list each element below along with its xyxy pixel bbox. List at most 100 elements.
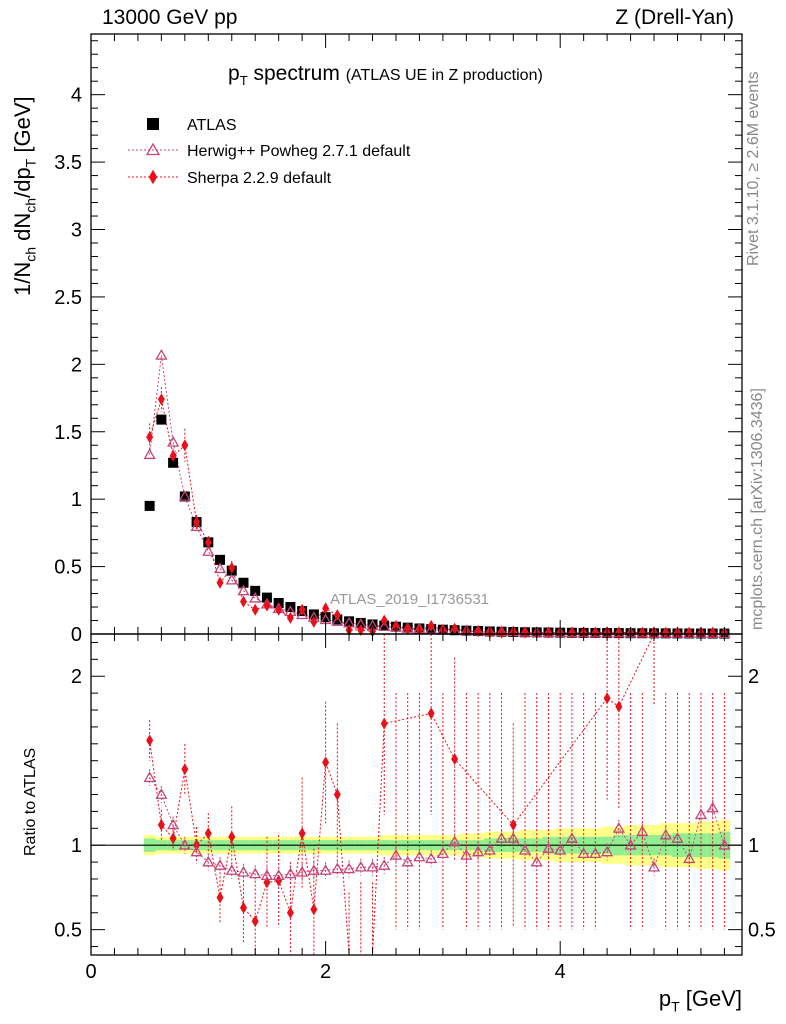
ylabel-sub1: ch xyxy=(22,246,39,262)
herwig-ratio-point xyxy=(600,845,614,857)
atlas-point xyxy=(156,414,167,425)
sherpa-point xyxy=(322,602,330,615)
herwig-ratio-point xyxy=(413,850,426,862)
x-tick-label: 4 xyxy=(555,961,566,983)
herwig-ratio-point xyxy=(354,860,367,872)
herwig-ratio-point xyxy=(483,843,496,855)
sherpa-ratio-point xyxy=(322,756,330,769)
herwig-point xyxy=(178,490,191,501)
atlas-point xyxy=(179,491,190,502)
herwig-ratio-point xyxy=(272,869,285,880)
sherpa-ratio-point xyxy=(146,734,154,747)
sherpa-ratio-point xyxy=(239,901,247,914)
ratio-y-tick-label: 2 xyxy=(71,666,82,688)
sherpa-ratio-point xyxy=(169,832,177,845)
sherpa-point xyxy=(275,603,283,616)
y-tick-label: 4 xyxy=(71,85,82,107)
sherpa-ratio-point xyxy=(427,707,435,720)
sherpa-point xyxy=(615,626,623,639)
herwig-ratio-point xyxy=(202,855,215,867)
herwig-ratio-point xyxy=(319,864,332,875)
plot-title: pT spectrum (ATLAS UE in Z production) xyxy=(228,62,543,88)
atlas-point xyxy=(238,577,249,588)
sherpa-ratio-point xyxy=(181,763,189,776)
legend: ATLAS Herwig++ Powheg 2.7.1 default Sherpa… xyxy=(128,117,411,187)
sherpa-point xyxy=(451,622,459,635)
atlas-point xyxy=(344,616,355,627)
y-tick-label: 1 xyxy=(71,489,82,511)
herwig-point xyxy=(296,608,309,620)
herwig-ratio-point xyxy=(155,788,168,799)
herwig-point xyxy=(378,620,391,632)
sherpa-point xyxy=(404,622,412,635)
ratio-y-tick-label: 0.5 xyxy=(54,920,82,942)
sherpa-ratio-point xyxy=(251,915,259,928)
sherpa-point xyxy=(392,619,400,632)
herwig-ratio-point xyxy=(378,859,391,870)
sherpa-point xyxy=(228,561,236,574)
xlabel-main: p xyxy=(658,986,672,1011)
sherpa-ratio-point xyxy=(228,830,236,843)
sherpa-ratio-point xyxy=(451,753,459,766)
atlas-point xyxy=(367,619,378,630)
herwig-point xyxy=(143,448,156,460)
herwig-ratio-point xyxy=(694,808,708,820)
herwig-ratio-point xyxy=(166,818,180,830)
sherpa-point xyxy=(310,615,318,628)
title-main: p xyxy=(228,62,240,85)
sherpa-point xyxy=(263,599,271,612)
sherpa-point xyxy=(591,626,599,639)
y-tick-label: 2.5 xyxy=(54,287,82,309)
herwig-ratio-point xyxy=(143,771,156,783)
herwig-point xyxy=(425,623,438,634)
herwig-point xyxy=(166,435,180,447)
sherpa-point xyxy=(685,626,693,639)
atlas-point xyxy=(250,585,261,596)
herwig-ratio-point xyxy=(436,847,450,859)
ratio-y-axis-label: Ratio to ATLAS xyxy=(22,747,39,856)
herwig-ratio-point xyxy=(471,845,485,857)
herwig-point xyxy=(225,573,238,585)
herwig-ratio-line xyxy=(149,777,725,877)
y-tick-label: 3 xyxy=(71,220,82,242)
sherpa-point xyxy=(498,626,506,639)
sherpa-ratio-line xyxy=(149,633,655,956)
ratio-frame xyxy=(90,633,743,956)
ylabel-unit: [GeV] xyxy=(10,96,35,159)
x-tick-label: 2 xyxy=(320,961,331,983)
sherpa-point xyxy=(193,516,201,529)
x-axis-label: pT [GeV] xyxy=(659,986,742,1014)
herwig-point xyxy=(237,584,250,596)
ratio-y-tick-label-right: 2 xyxy=(748,666,759,688)
sherpa-point xyxy=(662,626,670,639)
herwig-ratio-point xyxy=(342,862,356,874)
sherpa-point xyxy=(216,576,224,589)
sherpa-point xyxy=(427,619,435,632)
herwig-ratio-point xyxy=(425,852,438,864)
herwig-ratio-point xyxy=(249,867,262,879)
herwig-ratio-point xyxy=(507,832,520,843)
herwig-ratio-point xyxy=(659,828,672,840)
sherpa-ratio-point xyxy=(380,717,388,730)
y-tick-label: 0.5 xyxy=(54,557,82,579)
herwig-ratio-point xyxy=(636,825,649,837)
herwig-point xyxy=(249,591,262,603)
y-tick-label: 3.5 xyxy=(54,152,82,174)
y-tick-label: 1.5 xyxy=(54,422,82,444)
axis-texts: 0 2 400.511.522.533.540.5 0.51 12 2 xyxy=(54,85,776,983)
sherpa-point xyxy=(181,439,189,452)
ratio-y-tick-label-right: 1 xyxy=(748,835,759,857)
y-tick-label: 0 xyxy=(71,624,82,646)
atlas-point xyxy=(144,500,155,511)
herwig-ratio-point xyxy=(213,859,227,870)
xlabel-unit: [GeV] xyxy=(679,986,742,1011)
herwig-ratio-point xyxy=(260,869,274,880)
herwig-point xyxy=(190,520,203,531)
y-tick-label: 2 xyxy=(71,354,82,376)
herwig-point xyxy=(331,615,344,626)
title-word: spectrum xyxy=(247,62,340,85)
ylabel-main: 1/N xyxy=(10,261,35,296)
herwig-ratio-point xyxy=(718,838,731,850)
herwig-ratio-point xyxy=(237,865,250,877)
herwig-ratio-point xyxy=(366,860,379,872)
